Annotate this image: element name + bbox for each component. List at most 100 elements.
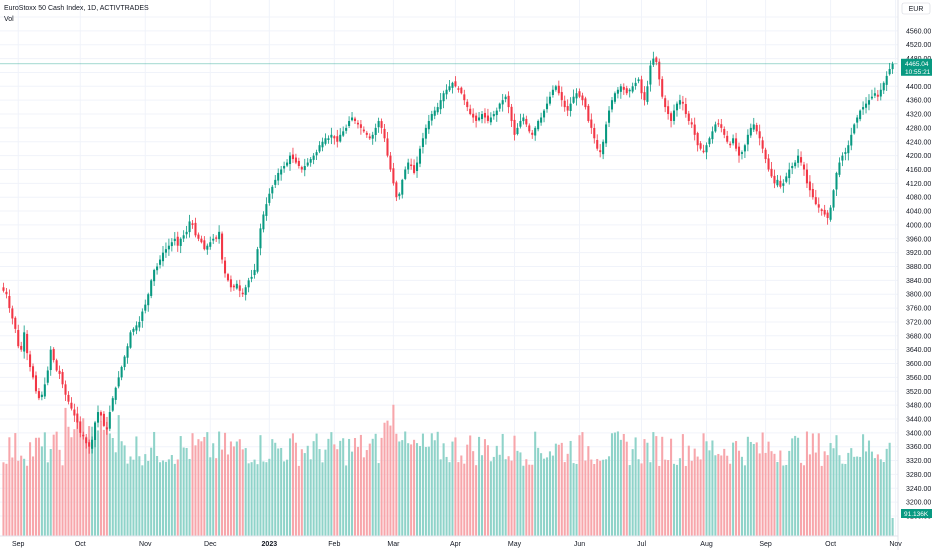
candle-body — [280, 169, 283, 175]
volume-bar — [563, 462, 566, 536]
candle-body — [867, 100, 871, 105]
volume-bar — [472, 451, 475, 536]
volume-bar — [560, 442, 563, 536]
candle-body — [135, 325, 138, 331]
candle-body — [94, 422, 97, 441]
volume-bar — [40, 446, 43, 536]
candle-body — [17, 329, 20, 347]
volume-bar — [436, 431, 439, 536]
volume-bar — [176, 459, 179, 536]
price-tick-label: 3360.00 — [906, 444, 931, 451]
volume-bar — [643, 439, 646, 536]
candle-body — [658, 61, 661, 80]
candle-body — [540, 117, 543, 123]
volume-bar — [241, 449, 244, 536]
candle-body — [705, 145, 708, 153]
candle-body — [572, 96, 575, 103]
candle-body — [404, 169, 407, 179]
candle-body — [770, 168, 773, 177]
candle-body — [49, 349, 52, 371]
candle-body — [879, 89, 882, 97]
candle-body — [690, 122, 693, 125]
volume-bar — [324, 449, 327, 536]
candle-body — [451, 82, 454, 88]
volume-bar — [870, 451, 873, 536]
price-tick-label: 3800.00 — [906, 292, 931, 299]
candle-body — [439, 100, 442, 110]
volume-bar — [853, 456, 856, 536]
volume-bar — [797, 437, 800, 536]
candle-body — [389, 155, 392, 170]
volume-bar — [218, 431, 221, 536]
price-tick-label: 3240.00 — [906, 486, 931, 493]
candle-body — [480, 114, 484, 120]
candle-body — [761, 140, 764, 149]
volume-bar — [55, 431, 58, 536]
candle-body — [223, 260, 227, 274]
candlesticks — [2, 51, 894, 454]
volume-bar — [108, 433, 111, 536]
volume-bar — [386, 420, 389, 536]
volume-bar — [365, 450, 368, 536]
candle-body — [268, 193, 271, 203]
candle-body — [153, 269, 156, 282]
volume-bar — [820, 465, 823, 536]
candle-body — [442, 93, 445, 102]
candle-body — [294, 157, 297, 163]
volume-bar — [876, 454, 879, 536]
candle-body — [475, 115, 478, 121]
volume-bar — [850, 448, 853, 536]
volume-bar — [823, 451, 826, 536]
volume-bar — [156, 456, 159, 536]
volume-bar — [11, 457, 14, 536]
volume-bar — [761, 432, 764, 536]
candle-body — [655, 57, 658, 63]
candle-body — [114, 387, 117, 400]
price-axis[interactable]: EUR3160.003200.003240.003280.003320.0033… — [897, 0, 932, 550]
candle-body — [120, 366, 123, 378]
candle-body — [548, 96, 551, 104]
price-tick-label: 4360.00 — [906, 98, 931, 105]
candle-body — [61, 372, 64, 385]
volume-bar — [114, 452, 117, 536]
volume-bar — [675, 464, 679, 536]
volume-bar — [832, 448, 835, 536]
volume-bar — [303, 453, 306, 536]
candle-body — [785, 176, 788, 182]
volume-bar — [300, 449, 303, 536]
candle-body — [507, 95, 510, 108]
volume-bar — [259, 435, 262, 536]
volume-bar — [70, 437, 73, 536]
candle-body — [221, 233, 224, 260]
candle-body — [823, 209, 826, 215]
time-tick-label: Oct — [825, 541, 836, 548]
candle-body — [622, 86, 625, 90]
volume-bar — [655, 436, 658, 536]
volume-bar — [191, 433, 194, 536]
volume-bar — [197, 439, 200, 536]
candle-body — [173, 238, 176, 242]
candle-body — [418, 148, 422, 164]
volume-bar — [575, 463, 578, 536]
volume-bar — [421, 433, 424, 536]
candle-body — [489, 117, 492, 123]
candle-body — [88, 442, 91, 447]
candle-body — [253, 269, 256, 276]
volume-bar — [616, 431, 619, 536]
price-tick-label: 3760.00 — [906, 306, 931, 313]
price-tick-label: 4040.00 — [906, 209, 931, 216]
volume-bar — [445, 456, 448, 536]
volume-bar — [581, 432, 584, 536]
volume-bar — [392, 404, 395, 536]
currency-label: EUR — [909, 6, 924, 13]
volume-bar — [94, 428, 97, 536]
volume-value: 91.136K — [904, 511, 929, 518]
price-tick-label: 3920.00 — [906, 250, 931, 257]
candle-body — [14, 317, 17, 329]
time-axis[interactable]: Sep Oct Nov Dec 2023 Feb Mar Apr May Jun Jul Aug Sep… — [0, 535, 932, 548]
candle-body — [864, 103, 868, 108]
volume-bar — [448, 462, 451, 536]
volume-bar — [439, 459, 442, 536]
candle-body — [117, 377, 120, 387]
